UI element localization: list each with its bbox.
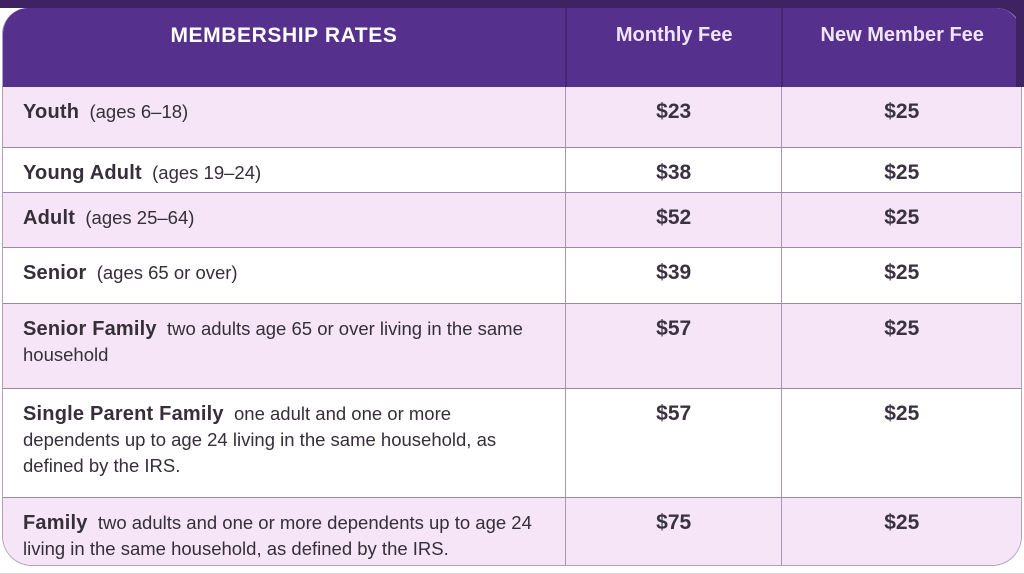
monthly-fee-value: $57 bbox=[564, 389, 782, 497]
table-row-single-parent-family: Single Parent Family one adult and one o… bbox=[3, 388, 1021, 497]
table-row-adult: Adult (ages 25–64) $52 $25 bbox=[3, 192, 1021, 247]
column-header-monthly-fee: Monthly Fee bbox=[564, 8, 782, 87]
row-detail: two adults age 65 or over living in the … bbox=[23, 318, 523, 365]
monthly-fee-value: $52 bbox=[564, 193, 782, 247]
row-name-cell: Young Adult (ages 19–24) bbox=[3, 148, 565, 192]
right-accent-bar bbox=[1016, 0, 1024, 87]
row-name-cell: Senior Family two adults age 65 or over … bbox=[3, 304, 565, 388]
membership-rates-table: MEMBERSHIP RATES Monthly Fee New Member … bbox=[2, 8, 1022, 566]
top-accent-bar bbox=[0, 0, 1024, 8]
table-row-senior: Senior (ages 65 or over) $39 $25 bbox=[3, 247, 1021, 303]
new-member-fee-value: $25 bbox=[781, 498, 1021, 565]
row-label: Senior bbox=[23, 262, 87, 284]
table-row-senior-family: Senior Family two adults age 65 or over … bbox=[3, 303, 1021, 388]
row-label: Senior Family bbox=[23, 318, 157, 340]
new-member-fee-value: $25 bbox=[781, 304, 1021, 388]
new-member-fee-value: $25 bbox=[781, 87, 1021, 147]
row-name-cell: Adult (ages 25–64) bbox=[3, 193, 565, 247]
row-detail: (ages 25–64) bbox=[85, 207, 195, 228]
table-row-family: Family two adults and one or more depend… bbox=[3, 497, 1021, 565]
monthly-fee-value: $38 bbox=[564, 148, 782, 192]
column-header-new-member-fee: New Member Fee bbox=[781, 8, 1021, 87]
row-name-cell: Single Parent Family one adult and one o… bbox=[3, 389, 565, 497]
row-name-cell: Youth (ages 6–18) bbox=[3, 87, 565, 147]
row-label: Adult bbox=[23, 207, 76, 229]
monthly-fee-value: $23 bbox=[564, 87, 782, 147]
new-member-fee-value: $25 bbox=[781, 248, 1021, 303]
row-detail: one adult and one or more dependents up … bbox=[23, 403, 497, 476]
row-detail: (ages 6–18) bbox=[89, 101, 189, 122]
row-detail: two adults and one or more dependents up… bbox=[23, 512, 532, 559]
new-member-fee-value: $25 bbox=[781, 193, 1021, 247]
table-row-youth: Youth (ages 6–18) $23 $25 bbox=[3, 87, 1021, 147]
monthly-fee-value: $75 bbox=[564, 498, 782, 565]
row-detail: (ages 65 or over) bbox=[96, 262, 238, 283]
table-row-young-adult: Young Adult (ages 19–24) $38 $25 bbox=[3, 147, 1021, 192]
row-label: Young Adult bbox=[23, 162, 142, 184]
table-header-row: MEMBERSHIP RATES Monthly Fee New Member … bbox=[3, 8, 1021, 87]
row-label: Family bbox=[23, 512, 88, 534]
row-detail: (ages 19–24) bbox=[152, 162, 262, 183]
row-name-cell: Family two adults and one or more depend… bbox=[3, 498, 565, 565]
table-title: MEMBERSHIP RATES bbox=[170, 24, 398, 47]
row-label: Single Parent Family bbox=[23, 403, 224, 425]
new-member-fee-value: $25 bbox=[781, 148, 1021, 192]
row-label: Youth bbox=[23, 101, 80, 123]
new-member-fee-value: $25 bbox=[781, 389, 1021, 497]
monthly-fee-value: $39 bbox=[564, 248, 782, 303]
monthly-fee-value: $57 bbox=[564, 304, 782, 388]
row-name-cell: Senior (ages 65 or over) bbox=[3, 248, 565, 303]
